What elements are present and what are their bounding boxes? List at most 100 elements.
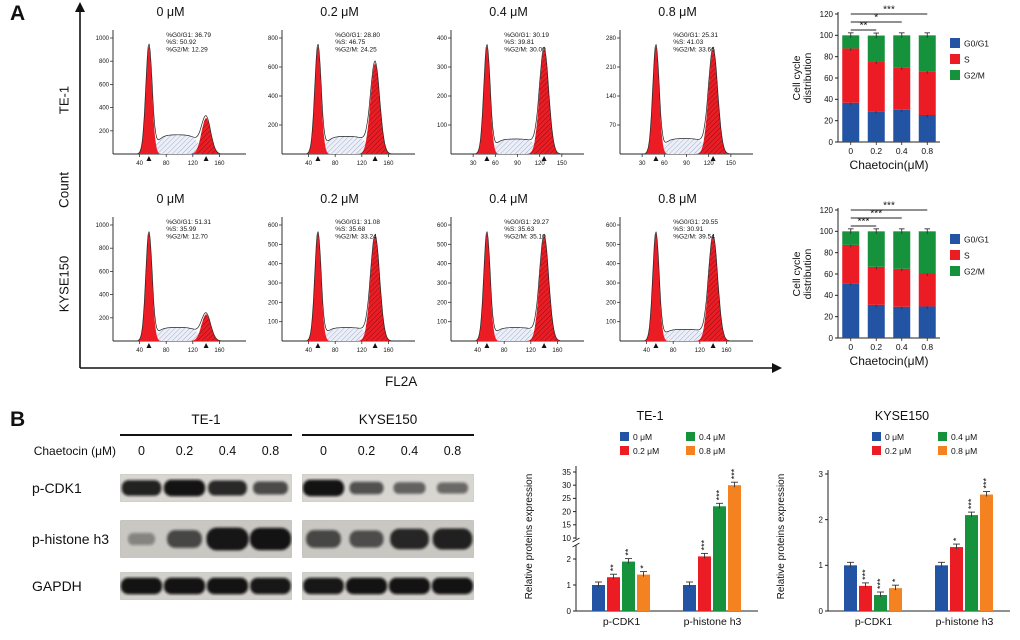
significance-stars: *** bbox=[715, 489, 725, 500]
text-label: 30 bbox=[470, 161, 477, 167]
legend-label: G0/G1 bbox=[964, 235, 989, 245]
percentage-annotation: %G2/M: 12.70 bbox=[166, 233, 208, 240]
legend-label: 0.4 μM bbox=[951, 432, 977, 442]
bar-segment bbox=[842, 283, 860, 338]
g2-peak bbox=[113, 314, 246, 341]
bar-segment bbox=[867, 231, 885, 267]
dose-label: 0.4 μM bbox=[489, 5, 528, 19]
text-label: 40 bbox=[824, 291, 833, 300]
flow-histogram: 100 200 300 400 30 60 90 120 150 %G0/G1: 30.19%S:… bbox=[437, 30, 584, 167]
legend-swatch bbox=[872, 446, 881, 455]
legend-label: S bbox=[964, 251, 970, 261]
blot-band bbox=[163, 479, 206, 497]
flow-histogram: 100 200 300 400 500 600 40 80 120 160 %G0/G1: 31.0… bbox=[268, 217, 415, 354]
significance-stars: * bbox=[639, 565, 649, 569]
text-label: 120 bbox=[704, 161, 715, 167]
text-label: 200 bbox=[437, 300, 448, 306]
text-label: 40 bbox=[474, 348, 481, 354]
category-label: p-histone h3 bbox=[684, 616, 742, 628]
legend-swatch bbox=[938, 446, 947, 455]
dose-value: 0.4 bbox=[218, 444, 237, 458]
protein-label: p-histone h3 bbox=[32, 531, 110, 547]
peak-marker-icon bbox=[372, 156, 378, 161]
percentage-annotation: %S: 30.91 bbox=[673, 226, 703, 233]
y-axis-label: Relative proteins expression bbox=[524, 474, 535, 600]
category-label: p-histone h3 bbox=[936, 616, 994, 628]
bar-segment bbox=[842, 48, 860, 103]
significance-stars: *** bbox=[870, 209, 882, 220]
peak-marker-icon bbox=[372, 343, 378, 348]
bar bbox=[859, 585, 872, 611]
text-label: 160 bbox=[383, 161, 394, 167]
percentage-annotation: %G2/M: 33.66 bbox=[673, 46, 715, 53]
percentage-annotation: %G0/G1: 28.80 bbox=[335, 32, 380, 39]
text-label: 200 bbox=[99, 129, 110, 135]
peak-marker-icon bbox=[315, 156, 321, 161]
legend-label: 0.4 μM bbox=[699, 432, 725, 442]
flow-histogram: 200 400 600 800 1000 40 80 120 160 %G0/G1: 36.79%… bbox=[96, 30, 246, 167]
legend-swatch bbox=[950, 54, 960, 64]
significance-stars: *** bbox=[858, 217, 870, 228]
percentage-annotation: %S: 50.92 bbox=[166, 39, 196, 46]
y-axis-label: Cell cycledistribution bbox=[791, 52, 814, 103]
bar-segment bbox=[842, 102, 860, 142]
text-label: 120 bbox=[188, 161, 199, 167]
text-label: 20 bbox=[824, 116, 833, 125]
dose-label: 0.8 μM bbox=[658, 5, 697, 19]
significance-stars: ** bbox=[860, 21, 868, 32]
blot-band bbox=[345, 577, 388, 595]
percentage-annotation: %G0/G1: 51.31 bbox=[166, 219, 211, 226]
blot-band bbox=[249, 527, 292, 551]
text-label: 120 bbox=[535, 161, 546, 167]
text-label: 90 bbox=[683, 161, 690, 167]
text-label: 160 bbox=[214, 348, 225, 354]
y-axis-label: Cell cycledistribution bbox=[791, 248, 814, 299]
text-label: 25 bbox=[562, 494, 571, 503]
g1-peak bbox=[282, 46, 415, 155]
text-label: 0 bbox=[829, 334, 834, 343]
bar bbox=[683, 585, 696, 611]
legend-swatch bbox=[620, 446, 629, 455]
blot-bands bbox=[120, 577, 291, 595]
text-label: 600 bbox=[99, 82, 110, 88]
text-label: 600 bbox=[99, 269, 110, 275]
text-label: 80 bbox=[332, 348, 339, 354]
text-label: 400 bbox=[99, 293, 110, 299]
text-label: 300 bbox=[606, 281, 617, 287]
text-label: 400 bbox=[99, 106, 110, 112]
percentage-annotation: %S: 35.99 bbox=[166, 226, 196, 233]
text-label: 1 bbox=[819, 561, 824, 570]
bar bbox=[698, 556, 711, 611]
bar-segment bbox=[867, 266, 885, 305]
s-phase-area bbox=[620, 138, 753, 154]
legend-label: 0 μM bbox=[885, 432, 904, 442]
percentage-annotation: %G0/G1: 30.19 bbox=[504, 32, 549, 39]
significance-stars: ** bbox=[609, 564, 619, 572]
blot-strip-holder bbox=[301, 519, 475, 559]
chart-title: KYSE150 bbox=[875, 409, 929, 423]
percentage-annotation: %G0/G1: 29.27 bbox=[504, 219, 549, 226]
percentage-annotation: %G0/G1: 36.79 bbox=[166, 32, 211, 39]
text-label: 40 bbox=[643, 348, 650, 354]
text-label: 400 bbox=[268, 94, 279, 100]
bar-segment bbox=[867, 304, 885, 338]
text-label: 80 bbox=[824, 248, 833, 257]
text-label: 400 bbox=[437, 262, 448, 268]
blot-band bbox=[303, 577, 344, 595]
g2-peak bbox=[113, 117, 246, 154]
text-label: 120 bbox=[695, 348, 706, 354]
text-label: 120 bbox=[357, 348, 368, 354]
g1-peak bbox=[620, 46, 753, 155]
flow-plot-cell: 0.2 μM 200 400 600 800 40 80 120 160 %G0/G1: 28.8… bbox=[255, 4, 424, 177]
blot-band bbox=[431, 577, 474, 595]
blot-strip-holder bbox=[119, 571, 293, 601]
peak-marker-icon bbox=[653, 343, 659, 348]
dose-label: 0 μM bbox=[156, 5, 185, 19]
text-label: 600 bbox=[268, 65, 279, 71]
legend-swatch bbox=[950, 38, 960, 48]
text-label: 80 bbox=[670, 348, 677, 354]
flow-plot-cell: 0 μM 200 400 600 800 1000 40 80 120 160 %G0/G1: 36… bbox=[86, 4, 255, 177]
blot-strip bbox=[301, 473, 475, 503]
dose-label: 0.4 μM bbox=[489, 192, 528, 206]
bar-segment bbox=[893, 231, 911, 269]
